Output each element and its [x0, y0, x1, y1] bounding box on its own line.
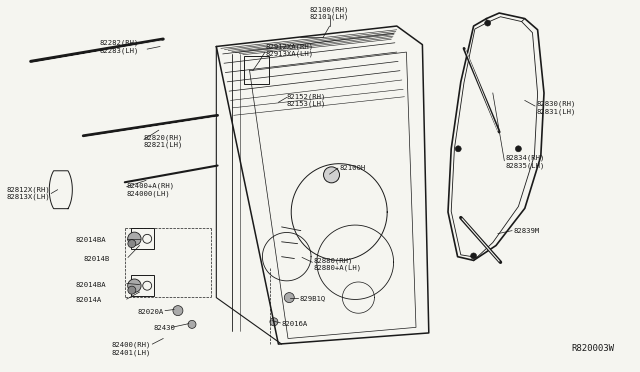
Text: 82282(RH)
82283(LH): 82282(RH) 82283(LH) [99, 39, 139, 54]
Text: 82839M: 82839M [513, 228, 540, 234]
Text: 82830(RH)
82831(LH): 82830(RH) 82831(LH) [536, 101, 576, 115]
Circle shape [270, 318, 278, 326]
Bar [244, 56, 269, 84]
Bar [131, 275, 154, 296]
Text: 82400(RH)
82401(LH): 82400(RH) 82401(LH) [112, 341, 152, 356]
Text: 82014A: 82014A [76, 297, 102, 303]
Text: 82430: 82430 [154, 325, 175, 331]
Circle shape [128, 279, 141, 292]
Circle shape [455, 146, 461, 152]
Circle shape [173, 306, 183, 315]
Circle shape [470, 253, 477, 259]
Circle shape [128, 286, 136, 294]
Circle shape [515, 146, 522, 152]
Text: 82014B: 82014B [83, 256, 109, 262]
Circle shape [484, 20, 491, 26]
Text: 829B1Q: 829B1Q [300, 295, 326, 301]
Text: 82812X(RH)
82813X(LH): 82812X(RH) 82813X(LH) [6, 186, 50, 201]
Text: 82834(RH)
82835(LH): 82834(RH) 82835(LH) [506, 155, 545, 169]
Text: 82820(RH)
82821(LH): 82820(RH) 82821(LH) [144, 134, 184, 148]
Text: 82152(RH)
82153(LH): 82152(RH) 82153(LH) [287, 93, 326, 108]
Text: 82100(RH)
82101(LH): 82100(RH) 82101(LH) [310, 6, 349, 20]
Circle shape [323, 167, 339, 183]
Bar [131, 228, 154, 249]
Circle shape [128, 232, 141, 246]
Circle shape [284, 293, 294, 302]
Text: 82014BA: 82014BA [76, 282, 106, 288]
Text: 82100H: 82100H [339, 165, 365, 171]
Text: 82014BA: 82014BA [76, 237, 106, 243]
Text: R820003W: R820003W [572, 344, 614, 353]
Text: 82912XA(RH)
82913XA(LH): 82912XA(RH) 82913XA(LH) [266, 43, 314, 57]
Text: 82020A: 82020A [138, 309, 164, 315]
Circle shape [188, 320, 196, 328]
Circle shape [128, 240, 136, 248]
Text: 82400+A(RH)
824000(LH): 82400+A(RH) 824000(LH) [127, 183, 175, 197]
Text: 82880(RH)
82880+A(LH): 82880(RH) 82880+A(LH) [314, 257, 362, 271]
Text: 82016A: 82016A [282, 321, 308, 327]
